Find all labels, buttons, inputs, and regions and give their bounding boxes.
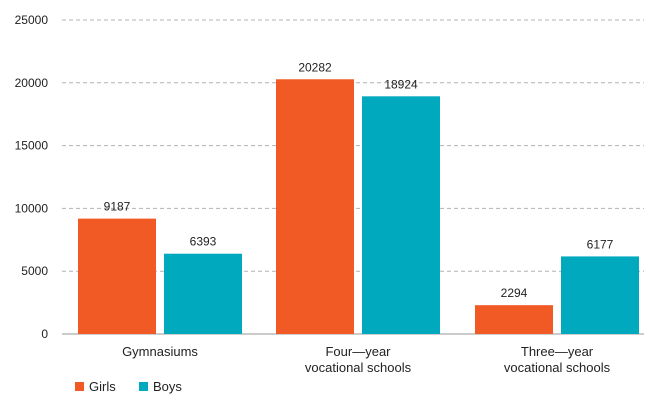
legend-label: Girls [89,379,116,394]
bar-girls [78,218,156,334]
x-category-label: Gymnasiums [122,344,198,359]
bar-girls [475,305,553,334]
y-axis: 0 5000 10000 15000 20000 25000 [15,13,49,341]
data-label: 9187 [104,200,131,214]
data-label: 6393 [190,235,217,249]
legend-label: Boys [153,379,182,394]
y-tick-label: 20000 [15,76,49,90]
legend-swatch-boys [139,382,148,391]
x-category-label: vocational schools [504,360,611,375]
data-label: 6177 [587,237,614,251]
bar-boys [164,253,242,334]
bars: 9187 6393 20282 18924 2294 6177 [78,60,639,334]
bar-girls [276,79,354,334]
bar-boys [561,256,639,334]
bar-boys [362,96,440,334]
y-tick-label: 15000 [15,139,49,153]
legend-swatch-girls [75,382,84,391]
x-category-label: Four—year [325,344,391,359]
x-category-label: Three—year [521,344,594,359]
y-tick-label: 5000 [21,264,48,278]
y-tick-label: 10000 [15,201,49,215]
y-tick-label: 0 [41,327,48,341]
legend: Girls Boys [75,379,182,394]
data-label: 2294 [501,286,528,300]
y-tick-label: 25000 [15,13,49,27]
data-label: 20282 [298,60,332,74]
x-category-label: vocational schools [305,360,412,375]
data-label: 18924 [384,77,418,91]
